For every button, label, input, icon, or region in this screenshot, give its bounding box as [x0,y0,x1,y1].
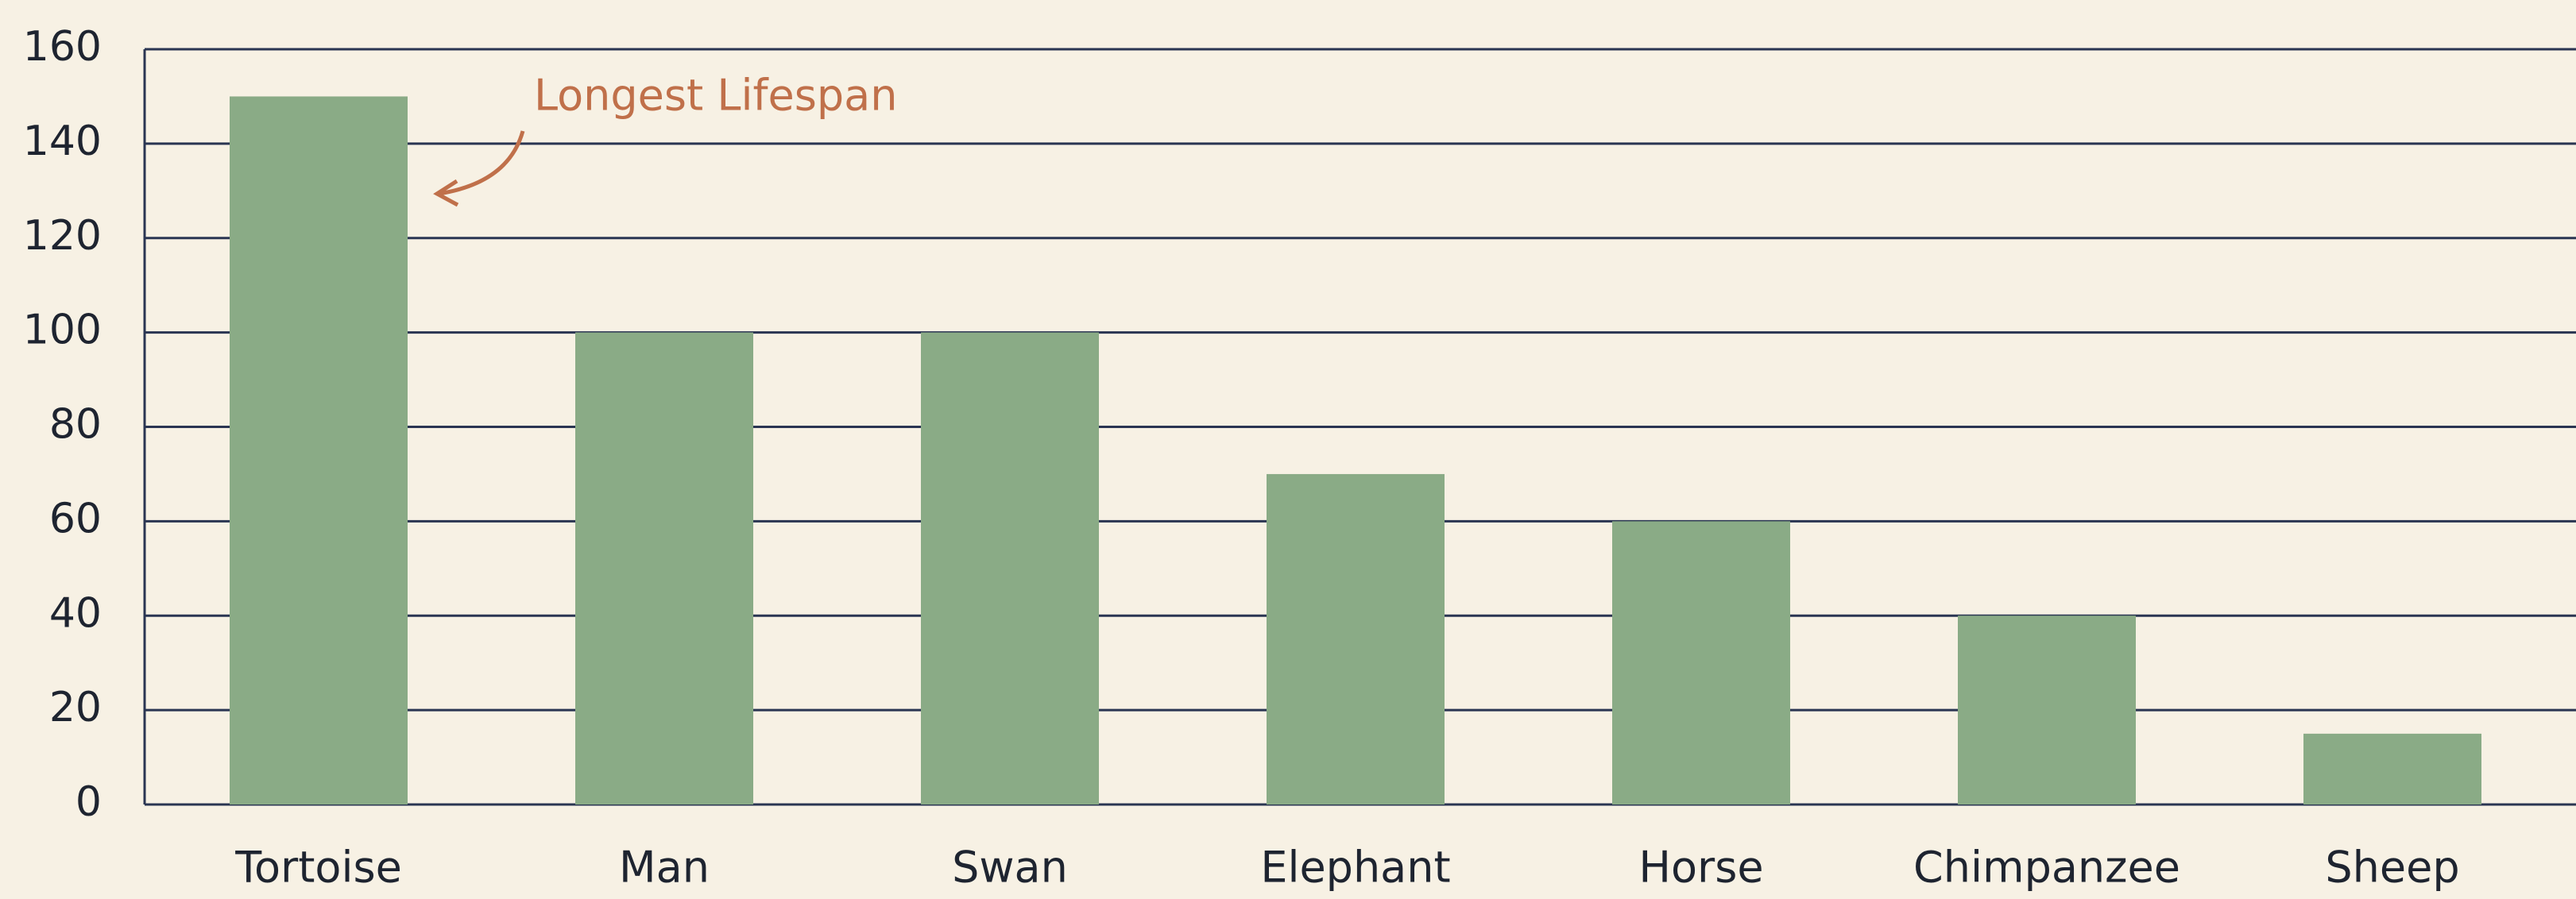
y-tick-label: 60 [49,495,102,542]
bar [230,96,408,804]
annotation: Longest Lifespan [534,71,897,121]
x-tick-label: Chimpanzee [1913,843,2180,893]
y-tick-label: 120 [23,212,102,260]
bar [921,333,1099,804]
bar [575,333,753,804]
y-tick-label: 80 [49,401,102,449]
x-tick-label: Sheep [2325,843,2459,893]
x-tick-label: Swan [952,843,1068,893]
chart: 0 20 40 60 80 100 120 140 160 Tortoise Man Swan Ele… [0,0,2576,899]
y-tick-label: 100 [23,307,102,354]
x-tick-label: Tortoise [234,843,402,893]
y-tick-label: 140 [23,118,102,165]
bar [1612,521,1790,804]
x-tick-label: Elephant [1260,843,1450,893]
y-tick-label: 20 [49,684,102,731]
y-tick-label: 0 [75,778,102,826]
bar [2303,734,2481,804]
x-tick-label: Man [619,843,710,893]
x-tick-label: Horse [1638,843,1763,893]
bar [1267,474,1445,804]
bar [1958,615,2136,804]
y-tick-label: 40 [49,589,102,637]
y-tick-label: 160 [23,23,102,71]
